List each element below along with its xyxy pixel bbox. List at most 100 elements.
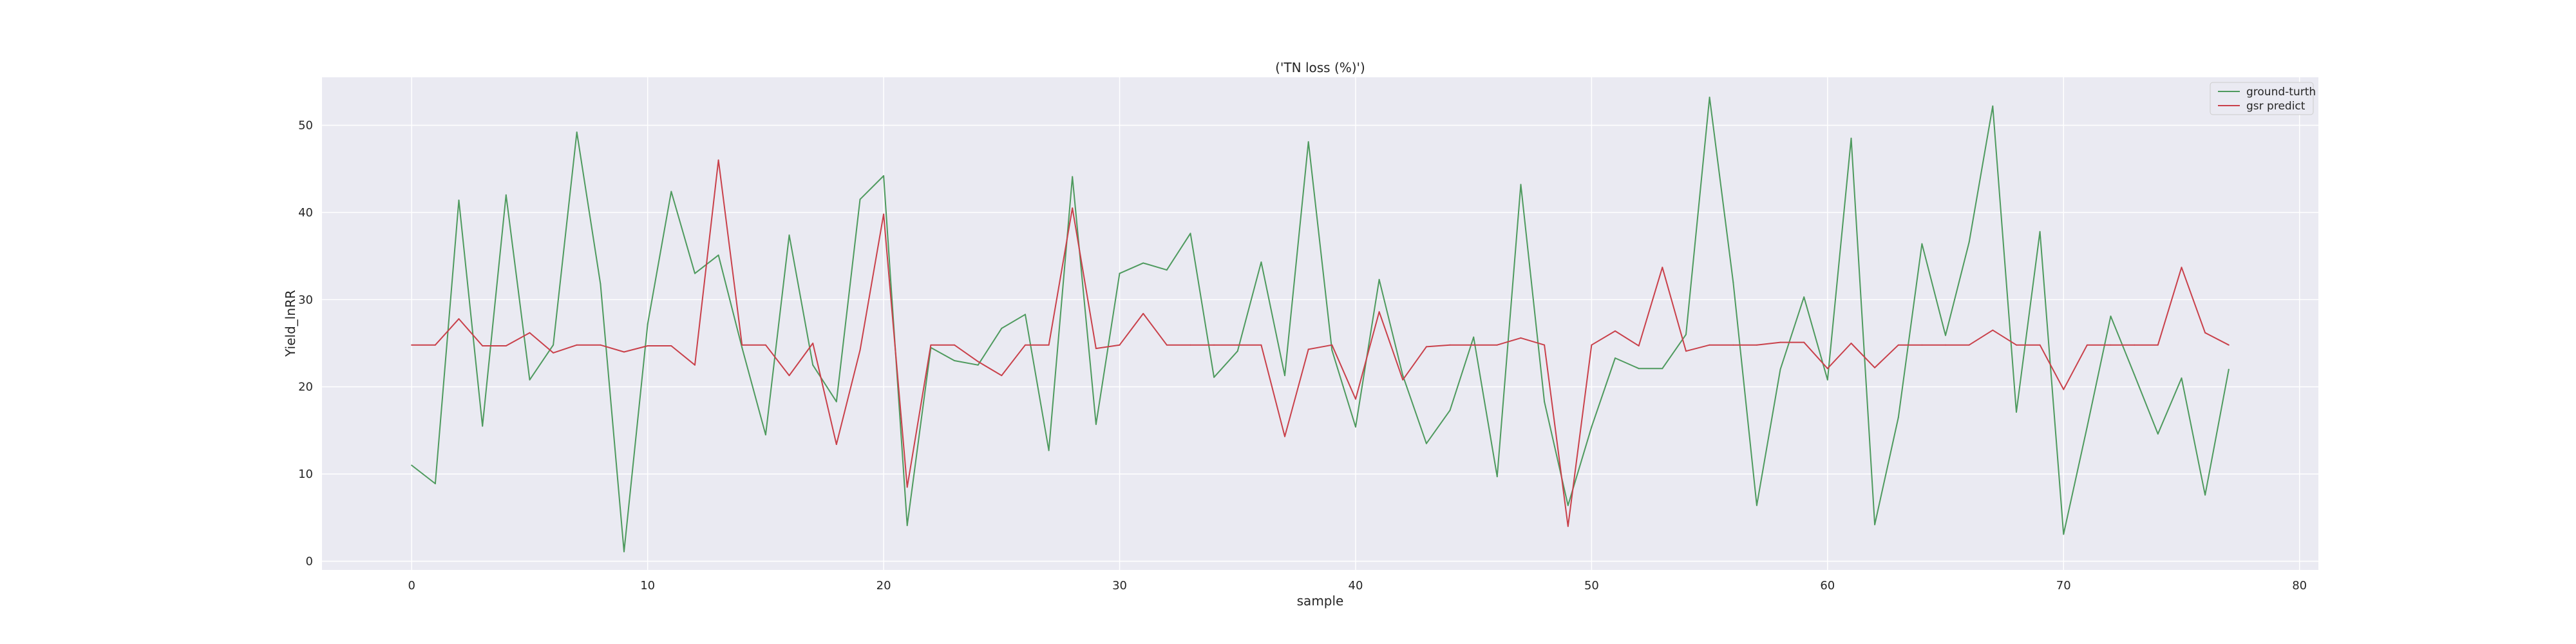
data-point [859, 349, 861, 351]
x-tick-label: 30 [1112, 579, 1127, 592]
data-point [1921, 243, 1923, 245]
data-point [2016, 344, 2017, 346]
data-point [2204, 332, 2206, 334]
data-point [2157, 433, 2159, 435]
data-point [1260, 344, 1262, 346]
data-point [717, 159, 719, 161]
data-point [1850, 137, 1852, 139]
data-point [835, 401, 837, 402]
data-point [1968, 344, 1970, 346]
data-point [1615, 357, 1616, 359]
y-tick-label: 10 [298, 468, 313, 481]
data-point [883, 175, 885, 176]
data-point [1544, 401, 1546, 402]
data-point [1496, 344, 1498, 346]
data-point [764, 434, 766, 436]
data-point [717, 254, 719, 256]
data-point [1662, 267, 1663, 269]
data-point [647, 323, 649, 325]
data-point [670, 345, 672, 346]
data-point [1826, 379, 1828, 381]
x-tick-label: 10 [640, 579, 655, 592]
data-point [458, 199, 460, 201]
data-point [1048, 450, 1050, 451]
x-axis-label: sample [1297, 593, 1344, 609]
data-point [1331, 344, 1333, 346]
data-point [1355, 398, 1356, 400]
data-point [741, 346, 743, 348]
series-gsr-predict [411, 159, 2230, 527]
data-point [1095, 348, 1097, 350]
data-point [2157, 344, 2159, 346]
data-point [1449, 344, 1451, 346]
data-point [1850, 343, 1852, 344]
data-point [434, 483, 436, 484]
data-point [1945, 344, 1946, 346]
series-layer [411, 97, 2230, 553]
data-point [2063, 533, 2065, 535]
data-point [2134, 374, 2136, 375]
y-tick-label: 20 [298, 381, 313, 394]
legend-label-gsr-predict: gsr predict [2246, 100, 2306, 113]
data-point [505, 194, 507, 196]
data-point [411, 464, 413, 466]
data-point [1189, 344, 1191, 346]
data-point [1496, 476, 1498, 478]
y-tick-label: 0 [306, 554, 313, 568]
data-point [553, 344, 554, 346]
data-point [600, 283, 601, 285]
series-ground-turth [411, 97, 2230, 553]
data-point [1425, 346, 1427, 348]
data-point [1284, 375, 1285, 377]
data-point [954, 360, 955, 361]
data-point [1236, 344, 1238, 346]
data-point [623, 551, 625, 553]
data-point [977, 364, 979, 366]
data-point [1001, 327, 1003, 329]
data-point [1779, 341, 1781, 343]
data-point [1402, 379, 1404, 381]
data-point [1615, 330, 1616, 332]
data-point [1025, 314, 1026, 316]
x-tick-label: 50 [1584, 579, 1599, 592]
plot-background [322, 77, 2318, 570]
data-point [694, 272, 696, 274]
data-point [906, 486, 908, 488]
data-point [1567, 526, 1569, 527]
data-point [670, 191, 672, 193]
data-point [1378, 311, 1380, 313]
data-point [1709, 344, 1710, 346]
data-point [1166, 269, 1168, 271]
chart-title: ('TN loss (%)') [1275, 60, 1365, 75]
x-tick-label: 40 [1349, 579, 1363, 592]
data-point [694, 364, 696, 366]
data-point [1213, 376, 1215, 378]
data-point [1591, 344, 1593, 346]
data-point [576, 131, 578, 133]
data-point [741, 344, 743, 346]
data-point [1072, 207, 1074, 209]
x-tick-label: 20 [876, 579, 891, 592]
data-point [1779, 368, 1781, 370]
y-axis-label: Yield_lnRR [283, 290, 298, 357]
data-point [1803, 296, 1805, 298]
data-point [1826, 368, 1828, 370]
data-point [1756, 344, 1757, 346]
data-point [1095, 423, 1097, 425]
x-tick-label: 60 [1820, 579, 1835, 592]
data-point [835, 444, 837, 445]
x-tick-label: 80 [2292, 579, 2307, 592]
data-point [2039, 231, 2041, 232]
data-point [2110, 344, 2112, 346]
data-point [2204, 494, 2206, 496]
data-point [2181, 267, 2183, 269]
data-point [1473, 336, 1475, 338]
data-point [2134, 344, 2136, 346]
y-tick-label: 50 [298, 118, 313, 132]
data-point [812, 364, 814, 366]
data-point [1756, 504, 1757, 506]
data-point [1189, 232, 1191, 234]
data-point [1473, 344, 1475, 346]
data-point [1307, 141, 1309, 143]
